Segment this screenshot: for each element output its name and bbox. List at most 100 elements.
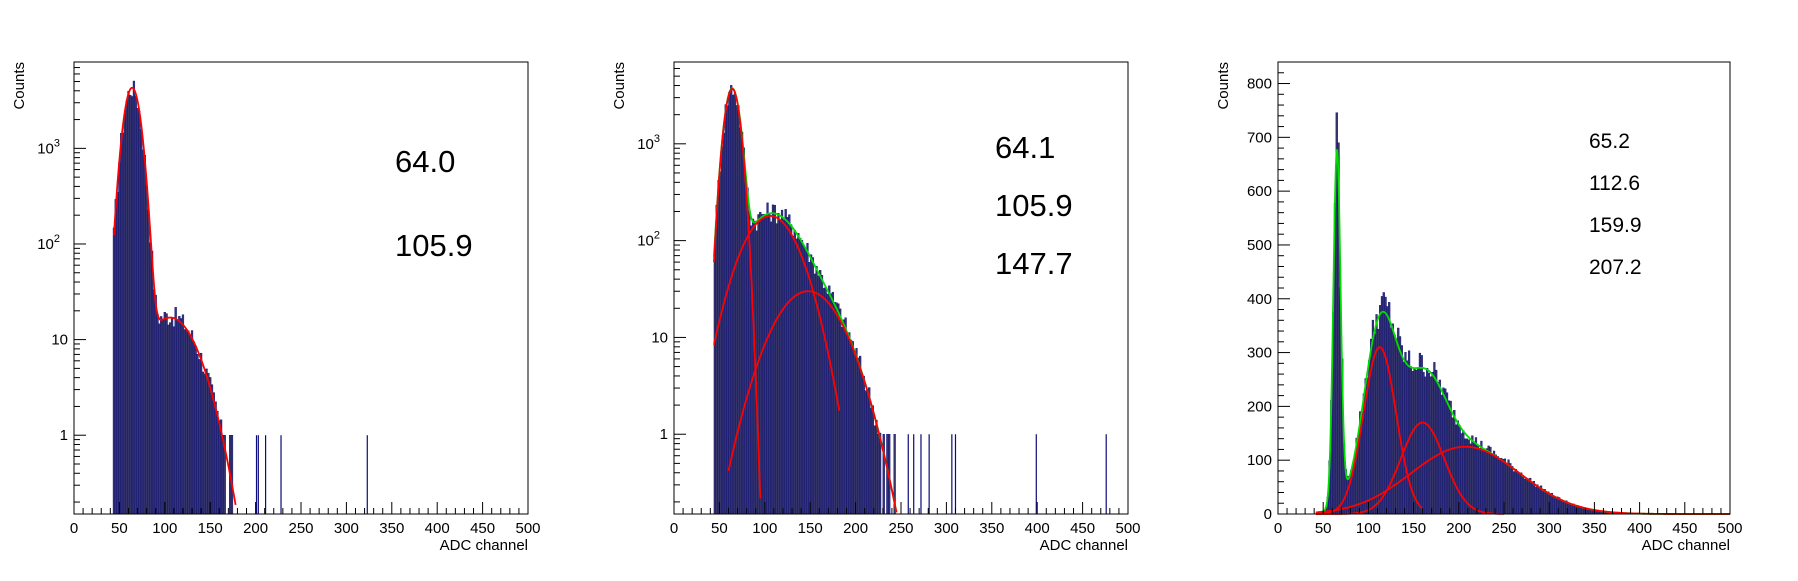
peak-position-label: 207.2	[1589, 256, 1642, 279]
histogram-bin	[1456, 420, 1459, 515]
histogram-bin	[728, 91, 731, 515]
histogram-bin	[1366, 377, 1369, 515]
histogram-bin	[824, 287, 827, 515]
y-axis: 1 10 102 103	[37, 61, 86, 503]
histogram-bin	[1568, 503, 1572, 515]
histogram-bin	[1543, 489, 1546, 515]
y-axis-label: Counts	[1215, 62, 1232, 110]
histogram-bin	[112, 227, 116, 515]
histogram-bin	[187, 330, 190, 515]
histogram-bin	[150, 250, 154, 515]
histogram-bin	[158, 323, 161, 515]
histogram-bin	[185, 329, 188, 515]
histogram-bin	[724, 104, 727, 515]
histogram-bin	[764, 214, 767, 515]
histogram-bin	[777, 212, 780, 515]
histogram-bin	[1561, 500, 1564, 515]
histogram-bin	[1563, 501, 1566, 515]
histogram-bin	[1447, 400, 1450, 515]
y-tick-label: 0	[1264, 506, 1272, 523]
histogram-bin	[132, 80, 136, 515]
histogram-bin	[181, 314, 185, 515]
histogram-bin	[1389, 327, 1393, 515]
histogram-bin	[882, 434, 885, 515]
histogram-bin	[205, 368, 208, 515]
x-axis: 0 50 100 150 200 250 300 350 400 450 500	[670, 502, 1141, 537]
histogram-bin	[1469, 443, 1472, 515]
histogram-bars	[713, 85, 896, 515]
histogram-bin	[1478, 447, 1481, 515]
histogram-bin	[860, 374, 864, 515]
histogram-bin	[775, 223, 778, 515]
histogram-bin	[742, 147, 746, 515]
histogram-bin	[176, 320, 179, 515]
histogram-bin	[1500, 457, 1503, 515]
plot-frame	[1277, 61, 1731, 515]
histogram-bin	[130, 96, 134, 515]
histogram-bin	[1577, 506, 1581, 515]
histogram-bin	[1496, 456, 1499, 515]
histogram-bin	[831, 291, 835, 515]
histogram-bin	[210, 384, 214, 515]
histogram-bin	[862, 375, 865, 515]
histogram-bin	[1473, 442, 1476, 515]
peak-position-label: 147.7	[995, 246, 1073, 281]
y-tick-label: 103	[637, 133, 660, 153]
histogram-bin	[1454, 424, 1458, 515]
histogram-bin	[1512, 471, 1516, 515]
histogram-bin	[844, 317, 847, 515]
histogram-bin	[207, 372, 210, 515]
histogram-bin	[1518, 473, 1521, 515]
histogram-bin	[1379, 305, 1382, 515]
histogram-bin	[733, 93, 736, 515]
histogram-bin	[114, 199, 117, 515]
x-tick-label: 350	[979, 520, 1004, 537]
histogram-bin	[871, 405, 874, 515]
histogram-bin	[1418, 352, 1422, 515]
histogram-bin	[1402, 361, 1405, 515]
x-axis-label: ADC channel	[1040, 537, 1128, 554]
x-tick-label: 150	[798, 520, 823, 537]
histogram-bin	[1532, 481, 1535, 515]
peak-position-label: 159.9	[1589, 214, 1642, 237]
histogram-bin	[1509, 463, 1512, 515]
x-tick-label: 0	[1274, 520, 1282, 537]
histogram-bin	[808, 262, 811, 515]
histogram-bin	[160, 316, 163, 515]
panel-1: 0 50 100 150 200 250 300 350 400 450 500 ADC channe…	[0, 0, 600, 581]
histogram-bin	[782, 219, 785, 515]
histogram-bin	[802, 245, 805, 515]
x-tick-label: 100	[752, 520, 777, 537]
histogram-bin	[170, 317, 174, 515]
x-axis-label: ADC channel	[440, 537, 528, 554]
histogram-bin	[1453, 410, 1456, 515]
histogram-bin	[828, 285, 831, 515]
peak-position-label: 64.1	[995, 130, 1055, 165]
y-tick-label: 102	[37, 233, 60, 253]
component-fit-curve	[113, 86, 237, 506]
histogram-bin	[1516, 471, 1519, 515]
histogram-bin	[1534, 486, 1537, 515]
x-tick-label: 450	[1672, 520, 1697, 537]
histogram-bin	[760, 214, 764, 515]
y-axis: 1 10 102 103	[637, 61, 686, 503]
histogram-bin	[149, 242, 152, 515]
histogram-bin	[780, 209, 784, 515]
histogram-bin	[740, 131, 744, 515]
histogram-bin	[1426, 368, 1429, 515]
histogram-bin	[1377, 328, 1380, 515]
histogram-bin	[118, 162, 121, 515]
histogram-bin	[715, 204, 718, 515]
histogram-bin	[147, 209, 150, 515]
peak-position-label: 105.9	[395, 228, 473, 263]
peak-position-label: 64.0	[395, 144, 455, 179]
x-tick-label: 450	[1070, 520, 1095, 537]
x-tick-label: 250	[1491, 520, 1516, 537]
histogram-bin	[214, 401, 217, 515]
histogram-bin	[1400, 345, 1403, 515]
histogram-bin	[1552, 496, 1555, 515]
x-tick-label: 500	[1717, 520, 1742, 537]
peak-position-label: 65.2	[1589, 130, 1630, 153]
